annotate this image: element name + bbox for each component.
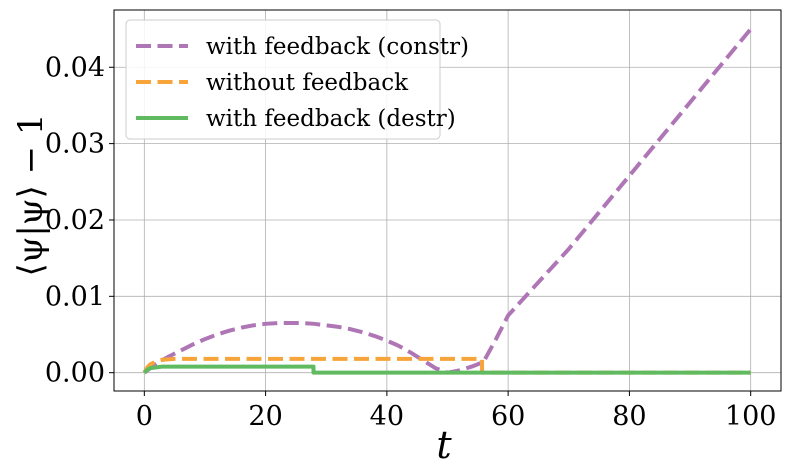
legend-label: with feedback (destr) xyxy=(206,106,456,132)
x-tick-label: 20 xyxy=(248,401,282,432)
y-axis: 0.00 0.01 0.02 0.03 0.04 xyxy=(45,52,114,389)
y-tick-label: 0.03 xyxy=(45,129,105,160)
x-axis-label: t xyxy=(436,423,452,467)
x-tick-label: 100 xyxy=(725,401,777,432)
y-tick-label: 0.02 xyxy=(45,205,105,236)
plot-frame xyxy=(113,9,782,392)
x-tick-label: 60 xyxy=(491,401,525,432)
series-group xyxy=(142,27,753,375)
series-line-3 xyxy=(142,364,751,375)
y-tick-label: 0.04 xyxy=(45,52,105,83)
x-tick-label: 0 xyxy=(136,401,153,432)
series-line-1 xyxy=(143,27,753,375)
x-axis: 0 20 40 60 80 100 xyxy=(136,391,777,432)
legend: with feedback (constr) without feedback wi… xyxy=(125,19,469,140)
y-axis-label: ⟨ψ|ψ⟩ − 1 xyxy=(11,113,51,276)
legend-label: with feedback (constr) xyxy=(206,34,469,60)
y-tick-label: 0.00 xyxy=(45,358,105,389)
x-tick-label: 80 xyxy=(612,401,646,432)
legend-box xyxy=(125,19,441,140)
y-tick-label: 0.01 xyxy=(45,281,105,312)
legend-label: without feedback xyxy=(206,70,409,96)
x-tick-label: 40 xyxy=(370,401,404,432)
